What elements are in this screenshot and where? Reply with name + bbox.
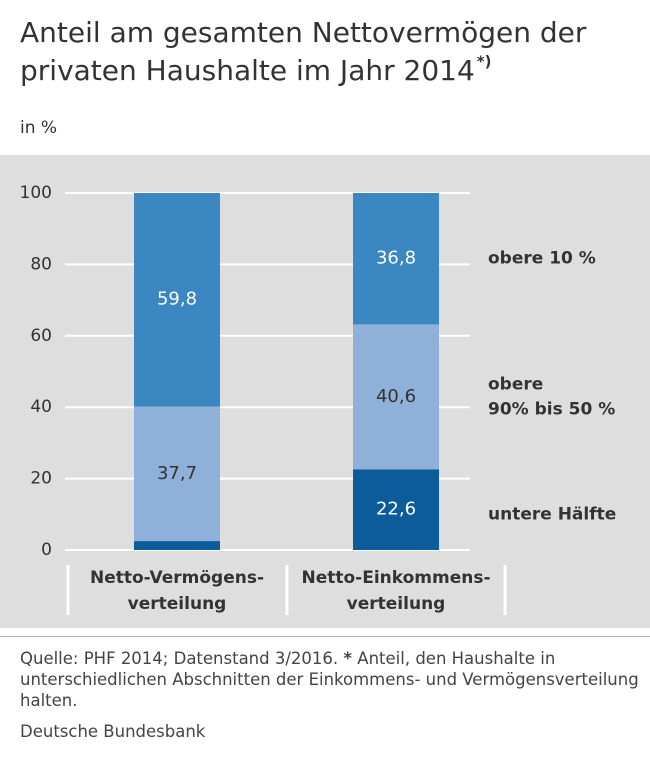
x-tick-label: verteilung <box>347 594 446 614</box>
y-tick-label: 80 <box>30 254 52 274</box>
y-tick-label: 0 <box>41 540 52 560</box>
footnote-mark: * <box>343 649 353 668</box>
y-tick-label: 60 <box>30 326 52 346</box>
footnote: Anteil, den Haushalte in unterschiedlich… <box>20 649 639 710</box>
value-label: 37,7 <box>157 463 197 484</box>
value-label: 40,6 <box>376 386 416 407</box>
value-label: 36,8 <box>376 248 416 269</box>
subtitle: in % <box>20 118 57 138</box>
x-tick-label: Netto-Vermögens- <box>90 568 264 588</box>
chart-title: Anteil am gesamten Nettovermögen der <box>20 16 587 49</box>
chart: Anteil am gesamten Nettovermögen der pri… <box>0 16 650 628</box>
title-note: *) <box>477 53 492 71</box>
bar-segment <box>134 193 220 407</box>
y-tick-label: 40 <box>30 397 52 417</box>
legend-label: untere Hälfte <box>488 505 616 525</box>
y-tick-label: 20 <box>30 469 52 489</box>
bar-segment <box>353 193 439 325</box>
chart-title: privaten Haushalte im Jahr 2014 <box>20 54 475 87</box>
legend-label: 90% bis 50 % <box>488 399 615 419</box>
legend-label: obere <box>488 374 543 394</box>
source: Quelle: PHF 2014; Datenstand 3/2016. <box>20 649 339 668</box>
bar-segment <box>353 324 439 470</box>
bar-segment <box>134 541 220 550</box>
y-tick-label: 100 <box>20 183 52 203</box>
bar-segment <box>134 406 220 542</box>
divider <box>0 636 650 637</box>
value-label: 59,8 <box>157 289 197 310</box>
note: Quelle: PHF 2014; Datenstand 3/2016. * A… <box>20 648 640 711</box>
value-label: 22,6 <box>376 499 416 520</box>
plot-background <box>0 155 650 628</box>
x-tick-label: verteilung <box>128 594 227 614</box>
publisher: Deutsche Bundesbank <box>20 722 206 741</box>
x-tick-label: Netto-Einkommens- <box>301 568 490 588</box>
footer: Quelle: PHF 2014; Datenstand 3/2016. * A… <box>20 648 640 752</box>
bar-segment <box>353 469 439 550</box>
legend-label: obere 10 % <box>488 249 596 269</box>
